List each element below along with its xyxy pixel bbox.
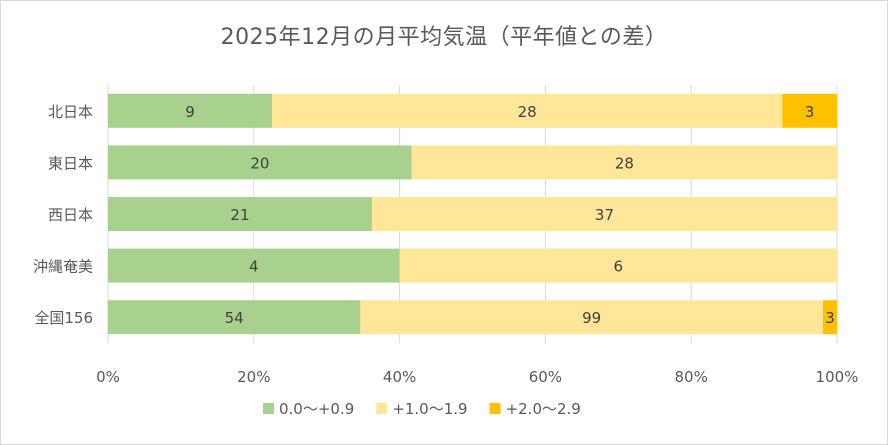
legend-label: +1.0～1.9: [392, 400, 467, 418]
data-label: 3: [825, 309, 835, 327]
bar-segment: [371, 197, 837, 231]
x-tick-label: 40%: [383, 368, 416, 386]
chart-title: 2025年12月の月平均気温（平年値との差）: [220, 25, 668, 50]
data-label: 21: [230, 206, 249, 224]
data-label: 54: [225, 309, 244, 327]
bar-segment: [360, 300, 823, 335]
category-label: 西日本: [48, 206, 93, 224]
bar-segment: [399, 248, 837, 283]
x-tick-label: 0%: [96, 368, 120, 386]
data-label: 6: [614, 258, 624, 276]
bar-segment: [108, 248, 400, 283]
legend-label: 0.0～+0.9: [279, 400, 354, 418]
bar-segment: [108, 197, 372, 231]
x-tick-label: 80%: [675, 368, 708, 386]
category-label: 東日本: [48, 154, 93, 172]
data-label: 20: [250, 154, 269, 172]
legend-swatch: [376, 403, 388, 414]
bar-segment: [782, 93, 837, 128]
data-label: 28: [615, 154, 634, 172]
bar-segment: [108, 145, 412, 180]
data-label: 37: [595, 206, 614, 224]
category-label: 沖縄奄美: [33, 258, 93, 276]
bar-segment: [822, 300, 837, 335]
x-tick-label: 100%: [816, 368, 859, 386]
legend-swatch: [263, 403, 274, 414]
x-tick-label: 60%: [529, 368, 562, 386]
x-tick-label: 20%: [237, 368, 270, 386]
legend-swatch: [489, 403, 501, 414]
data-label: 28: [518, 103, 537, 121]
data-label: 99: [582, 309, 601, 327]
category-label: 北日本: [48, 103, 93, 121]
bar-segment: [108, 300, 361, 335]
bar-segment: [272, 93, 783, 128]
data-label: 9: [185, 103, 195, 121]
data-label: 3: [805, 103, 815, 121]
category-label: 全国156: [34, 309, 93, 327]
bar-segment: [411, 145, 837, 180]
data-label: 4: [249, 258, 259, 276]
legend-label: +2.0～2.9: [506, 400, 581, 418]
bar-segment: [108, 93, 273, 128]
